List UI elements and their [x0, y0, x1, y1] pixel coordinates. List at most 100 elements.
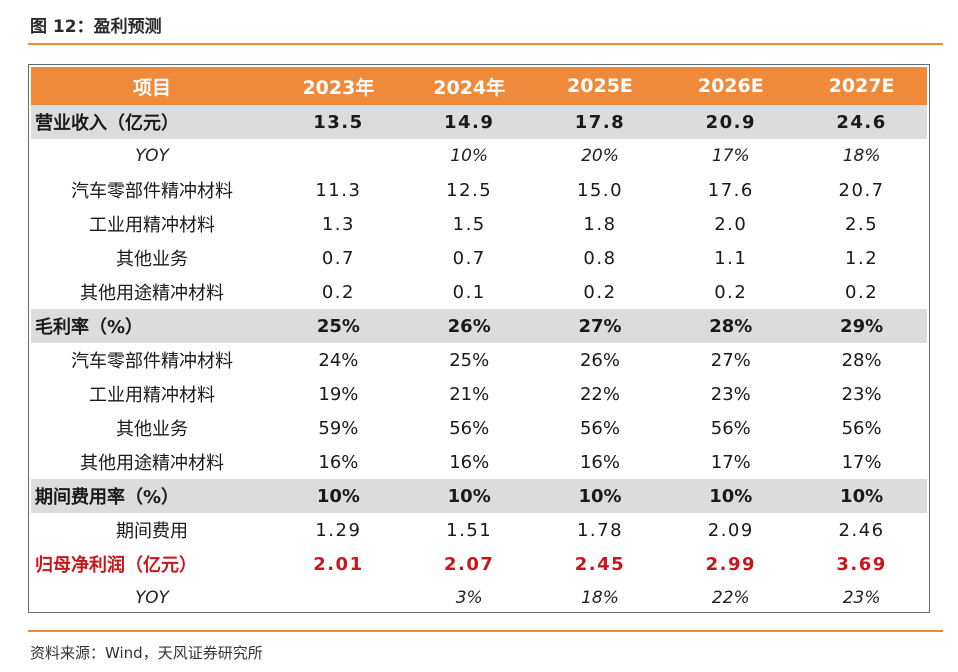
table-row-expense-ratio: 期间费用率（%） 10% 10% 10% 10% 10% — [31, 479, 927, 513]
table-cell: 1.29 — [315, 519, 362, 541]
profit-forecast-table: 项目 2023年 2024年 2025E 2026E 2027E 营业收入（亿元… — [31, 67, 927, 615]
table-cell: 10% — [273, 479, 404, 513]
table-cell: 14.9 — [403, 105, 535, 139]
table-cell: 23% — [710, 383, 751, 405]
table-cell: 28% — [665, 309, 797, 343]
table-cell: 10% — [403, 479, 535, 513]
table-cell: 2.99 — [705, 553, 756, 575]
table-cell: 16% — [449, 451, 490, 473]
table-cell: 18% — [842, 146, 881, 166]
row-label: 汽车零部件精冲材料 — [71, 351, 233, 372]
row-label: 营业收入（亿元） — [31, 105, 273, 139]
table-cell: 56% — [579, 417, 620, 439]
table-cell: 10% — [796, 479, 927, 513]
row-label: 毛利率（%） — [31, 309, 273, 343]
table-cell: 13.5 — [273, 105, 404, 139]
table-cell: 1.5 — [452, 213, 486, 235]
profit-forecast-table-frame: 项目 2023年 2024年 2025E 2026E 2027E 营业收入（亿元… — [28, 64, 930, 613]
table-row: 工业用精冲材料 19% 21% 22% 23% 23% — [31, 377, 927, 411]
table-cell: 15.0 — [576, 179, 624, 201]
table-row: 其他用途精冲材料 0.2 0.1 0.2 0.2 0.2 — [31, 275, 927, 309]
table-cell: 3.69 — [836, 553, 887, 575]
table-cell: 0.1 — [452, 281, 486, 303]
table-row: 汽车零部件精冲材料 24% 25% 26% 27% 28% — [31, 343, 927, 377]
table-cell: 16% — [318, 451, 359, 473]
table-cell: 0.2 — [321, 281, 355, 303]
row-label: 汽车零部件精冲材料 — [71, 181, 233, 202]
row-label: 归母净利润（亿元） — [35, 555, 197, 576]
table-cell: 22% — [711, 588, 750, 608]
table-cell: 10% — [665, 479, 797, 513]
table-cell: 25% — [273, 309, 404, 343]
table-row: 其他业务 0.7 0.7 0.8 1.1 1.2 — [31, 241, 927, 275]
source-divider — [28, 630, 943, 632]
table-cell: 1.1 — [714, 247, 748, 269]
row-label: 其他业务 — [116, 419, 188, 440]
table-cell: 17.6 — [707, 179, 754, 201]
table-cell: 0.7 — [452, 247, 486, 269]
table-cell: 22% — [579, 383, 620, 405]
table-header-row: 项目 2023年 2024年 2025E 2026E 2027E — [31, 67, 927, 105]
table-cell: 1.78 — [576, 519, 624, 541]
table-cell: 3% — [455, 588, 483, 608]
table-cell: 0.2 — [845, 281, 879, 303]
table-cell: 17% — [841, 451, 882, 473]
table-cell: 21% — [449, 383, 490, 405]
table-cell: 18% — [581, 588, 619, 608]
table-row: 其他业务 59% 56% 56% 56% 56% — [31, 411, 927, 445]
table-cell: 26% — [579, 349, 620, 371]
table-cell: 2.45 — [574, 553, 626, 575]
table-cell: 16% — [579, 451, 620, 473]
table-cell: 1.2 — [845, 247, 879, 269]
column-header: 2024年 — [403, 67, 535, 105]
table-cell: 10% — [534, 479, 666, 513]
table-cell: 17% — [711, 146, 750, 166]
table-row: 汽车零部件精冲材料 11.3 12.5 15.0 17.6 20.7 — [31, 173, 927, 207]
table-cell: 26% — [403, 309, 535, 343]
column-header: 2026E — [665, 67, 797, 105]
table-cell: 2.5 — [845, 213, 879, 235]
row-label: 其他用途精冲材料 — [80, 453, 224, 474]
row-label: 其他业务 — [116, 249, 188, 270]
table-row-net-profit: 归母净利润（亿元） 2.01 2.07 2.45 2.99 3.69 — [31, 547, 927, 581]
table-cell: 2.46 — [838, 519, 885, 541]
table-cell: 12.5 — [446, 179, 493, 201]
column-header: 2025E — [534, 67, 666, 105]
column-header: 项目 — [31, 67, 273, 105]
table-cell: 27% — [534, 309, 666, 343]
table-row-net-profit-yoy: YOY 3% 18% 22% 23% — [31, 581, 927, 615]
table-cell: 59% — [318, 417, 359, 439]
table-cell: 2.09 — [707, 519, 754, 541]
table-cell: 17.8 — [534, 105, 666, 139]
table-cell: 56% — [841, 417, 882, 439]
table-cell: 23% — [841, 383, 882, 405]
table-row-revenue-yoy: YOY 10% 20% 17% 18% — [31, 139, 927, 173]
table-cell: 28% — [841, 349, 882, 371]
table-cell: 24% — [318, 349, 359, 371]
row-label: 工业用精冲材料 — [89, 215, 215, 236]
row-label: 其他用途精冲材料 — [80, 283, 224, 304]
table-cell: 11.3 — [315, 179, 362, 201]
table-cell — [273, 581, 404, 615]
table-row: 其他用途精冲材料 16% 16% 16% 17% 17% — [31, 445, 927, 479]
table-cell: 0.8 — [583, 247, 617, 269]
table-cell: 0.7 — [321, 247, 355, 269]
table-cell: 0.2 — [583, 281, 617, 303]
table-cell: 19% — [318, 383, 359, 405]
table-cell: 17% — [710, 451, 751, 473]
source-note: 资料来源：Wind，天风证券研究所 — [30, 644, 263, 662]
table-cell: 20.9 — [665, 105, 797, 139]
table-cell: 25% — [449, 349, 490, 371]
table-cell: 1.3 — [321, 213, 355, 235]
table-cell: 10% — [450, 146, 489, 166]
row-label: YOY — [135, 146, 169, 166]
table-cell: 20% — [581, 146, 619, 166]
table-cell: 2.0 — [714, 213, 748, 235]
table-cell: 0.2 — [714, 281, 748, 303]
table-cell: 27% — [710, 349, 751, 371]
table-row-revenue: 营业收入（亿元） 13.5 14.9 17.8 20.9 24.6 — [31, 105, 927, 139]
table-row-gross-margin: 毛利率（%） 25% 26% 27% 28% 29% — [31, 309, 927, 343]
table-cell: 1.8 — [583, 213, 617, 235]
column-header: 2023年 — [273, 67, 404, 105]
row-label: 期间费用 — [116, 521, 188, 542]
